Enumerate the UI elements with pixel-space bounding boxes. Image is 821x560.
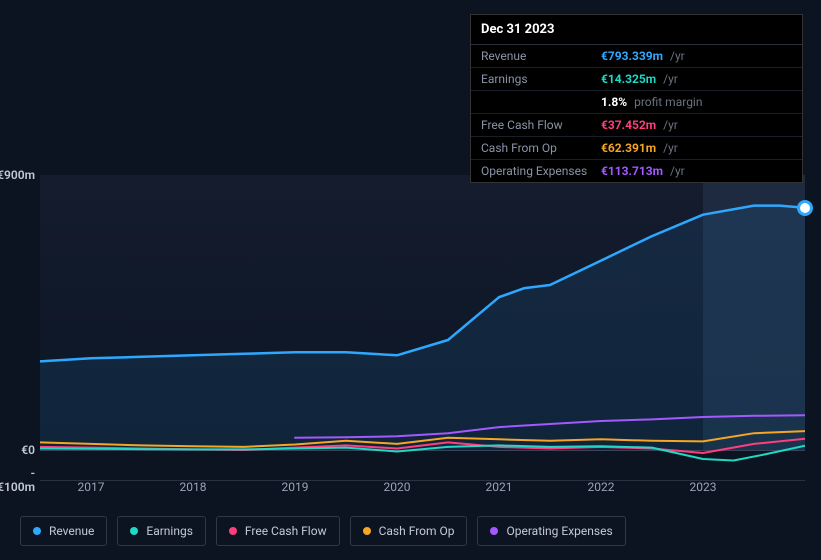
legend-item[interactable]: Free Cash Flow	[216, 516, 340, 546]
tooltip-row: Operating Expenses€113.713m /yr	[471, 160, 802, 182]
y-tick-label: €0	[21, 443, 35, 457]
legend-dot-icon	[229, 527, 237, 535]
tooltip-row-value-wrap: €62.391m /yr	[601, 141, 678, 155]
tooltip-row-value: €113.713m	[601, 164, 663, 178]
tooltip-row-value: 1.8%	[601, 95, 627, 109]
tooltip-row-label	[481, 95, 601, 109]
tooltip-row-unit: profit margin	[631, 95, 702, 109]
tooltip-row-value: €62.391m	[601, 141, 656, 155]
tooltip-row: Cash From Op€62.391m /yr	[471, 137, 802, 160]
tooltip-row-label: Operating Expenses	[481, 164, 601, 178]
tooltip-row-value-wrap: €793.339m /yr	[601, 49, 685, 63]
tooltip-rows: Revenue€793.339m /yrEarnings€14.325m /yr…	[471, 45, 802, 182]
legend-item[interactable]: Cash From Op	[350, 516, 468, 546]
chart-legend: Revenue Earnings Free Cash Flow Cash From O…	[20, 516, 626, 546]
tooltip-row-unit: /yr	[667, 164, 685, 178]
tooltip-row-label: Earnings	[481, 72, 601, 86]
tooltip-row-unit: /yr	[660, 118, 678, 132]
tooltip-row: Earnings€14.325m /yr	[471, 68, 802, 91]
x-tick-label: 2021	[486, 480, 513, 494]
financials-chart: €900m€0-€100m 20172018201920202021202220…	[0, 160, 821, 490]
tooltip-row-value-wrap: €14.325m /yr	[601, 72, 678, 86]
x-tick-label: 2019	[282, 480, 309, 494]
series-fill	[40, 206, 805, 450]
hover-tooltip: Dec 31 2023 Revenue€793.339m /yrEarnings…	[470, 14, 803, 183]
tooltip-row-value: €793.339m	[601, 49, 663, 63]
plot-svg	[40, 175, 805, 480]
legend-dot-icon	[490, 527, 498, 535]
x-tick-label: 2020	[384, 480, 411, 494]
tooltip-row-unit: /yr	[660, 141, 678, 155]
legend-item[interactable]: Operating Expenses	[477, 516, 625, 546]
tooltip-row: 1.8% profit margin	[471, 91, 802, 114]
hover-marker	[800, 203, 810, 213]
tooltip-date: Dec 31 2023	[471, 15, 802, 45]
legend-label: Cash From Op	[379, 524, 455, 538]
tooltip-row-value-wrap: €113.713m /yr	[601, 164, 685, 178]
plot-area[interactable]	[40, 175, 805, 450]
tooltip-row-label: Free Cash Flow	[481, 118, 601, 132]
x-tick-label: 2018	[180, 480, 207, 494]
tooltip-row: Revenue€793.339m /yr	[471, 45, 802, 68]
legend-item[interactable]: Earnings	[117, 516, 206, 546]
tooltip-row-label: Cash From Op	[481, 141, 601, 155]
tooltip-row-value-wrap: 1.8% profit margin	[601, 95, 702, 109]
legend-dot-icon	[130, 527, 138, 535]
x-tick-label: 2017	[78, 480, 105, 494]
tooltip-row-unit: /yr	[667, 49, 685, 63]
legend-label: Earnings	[146, 524, 193, 538]
tooltip-row-value: €37.452m	[601, 118, 656, 132]
legend-label: Operating Expenses	[506, 524, 612, 538]
tooltip-row: Free Cash Flow€37.452m /yr	[471, 114, 802, 137]
legend-dot-icon	[363, 527, 371, 535]
y-tick-label: €900m	[0, 168, 35, 182]
tooltip-row-unit: /yr	[660, 72, 678, 86]
x-tick-label: 2022	[588, 480, 615, 494]
tooltip-row-label: Revenue	[481, 49, 601, 63]
legend-item[interactable]: Revenue	[20, 516, 107, 546]
y-tick-label: -€100m	[0, 466, 35, 494]
legend-label: Free Cash Flow	[245, 524, 327, 538]
tooltip-row-value-wrap: €37.452m /yr	[601, 118, 678, 132]
legend-dot-icon	[33, 527, 41, 535]
legend-label: Revenue	[49, 524, 94, 538]
tooltip-row-value: €14.325m	[601, 72, 656, 86]
x-tick-label: 2023	[690, 480, 717, 494]
